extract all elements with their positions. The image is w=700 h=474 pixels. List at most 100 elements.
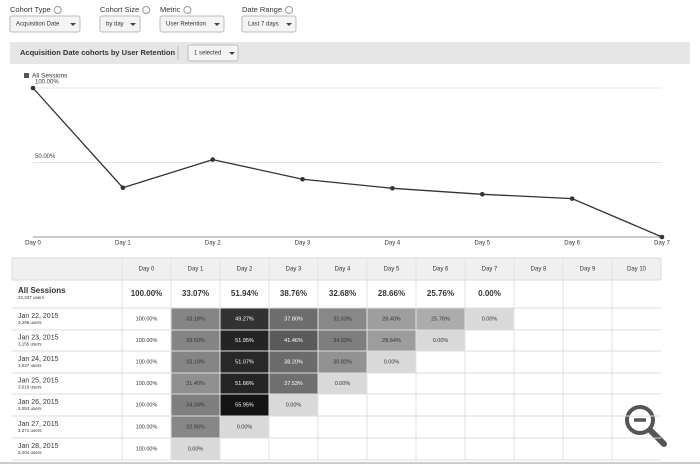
cell-shade [269,351,318,373]
help-icon[interactable] [285,6,294,14]
cell-value: 33.18% [186,316,205,322]
cell-value: 51.95% [235,338,254,344]
zoom-lens [625,405,655,435]
cell-shade [318,330,367,351]
cell-value: 0.00% [286,402,302,408]
row-users: 22,237 users [18,295,45,300]
control-label: Cohort Type [10,5,51,14]
x-tick-label: Day 5 [474,241,490,247]
cell-value: 38.20% [284,359,303,365]
column-header: Day 4 [335,267,351,273]
control-dropdown[interactable] [99,15,141,33]
cell-value: 30.82% [333,359,352,365]
cell-value: 0.00% [335,381,351,387]
series-selector[interactable] [187,44,239,62]
help-icon[interactable] [142,6,151,14]
cell-value: 38.76% [280,289,307,298]
x-tick-label: Day 1 [115,241,131,247]
panel-title: Acquisition Date cohorts by User Retenti… [20,48,175,57]
cell-shade [171,438,220,460]
dropdown-arrow [130,23,136,26]
control-value: Acquisition Date [16,22,60,28]
cell-shade [465,308,514,330]
help-icon[interactable] [53,6,62,14]
control-label: Date Range [242,5,282,14]
table-header [11,257,662,281]
point [390,186,395,191]
x-tick-label: Day 4 [385,241,401,247]
cell-shade [220,308,269,330]
column-header: Day 7 [482,267,498,273]
zoom-icon[interactable] [625,405,667,447]
cell-shade [220,416,269,438]
cell-shade [367,330,416,351]
control-dropdown[interactable] [241,15,297,33]
control-dropdown[interactable] [159,15,225,33]
point [569,196,575,201]
cell-shade [318,308,367,330]
dropdown-arrow [229,52,235,55]
cell-value: 100.00% [136,338,158,344]
cell-value: 0.00% [433,338,449,344]
y-tick-label: 100.00% [35,80,59,86]
cell-value: 0.00% [478,289,501,298]
cell-shade [171,416,220,438]
cell-value: 37.53% [284,381,303,387]
cell-value: 34.52% [333,338,352,344]
row-label: Jan 23, 2015 [18,334,59,341]
cell-value: 0.00% [384,359,400,365]
point [659,234,665,240]
cell-value: 33.07% [182,289,209,298]
cell-value: 28.66% [378,289,405,298]
zoom-handle [647,427,667,447]
row-label: Jan 24, 2015 [18,356,59,363]
control-label: Cohort Size [100,5,139,14]
cell-shade [269,330,318,351]
row-users: 3,053 users [18,406,42,411]
row-users: 3,404 users [18,450,42,455]
control-value: by day [106,22,124,28]
legend-label: All Sessions [32,73,68,80]
row-label: All Sessions [18,286,66,295]
control-dropdown[interactable] [9,15,81,33]
cell-value: 28.64% [382,338,401,344]
x-tick-label: Day 0 [25,241,41,247]
cell-value: 0.00% [188,446,204,452]
cell-value: 100.00% [131,289,163,298]
cell-value: 32.68% [329,289,356,298]
cell-shade [171,373,220,394]
cell-value: 100.00% [136,359,158,365]
series-selector-text: 1 selected [194,51,221,57]
cell-value: 33.50% [186,338,205,344]
cell-value: 31.40% [186,381,205,387]
control-value: Last 7 days [248,22,279,28]
x-tick-label: Day 2 [205,241,221,247]
column-header: Day 8 [531,267,547,273]
cell-value: 25.76% [427,289,454,298]
cell-shade [367,351,416,373]
row-users: 3,155 users [18,342,42,347]
cell-shade [367,308,416,330]
row-users: 3,037 users [18,363,42,368]
cell-value: 33.19% [186,359,205,365]
cell-value: 25.76% [431,316,450,322]
cell-value: 28.40% [382,316,401,322]
cell-value: 51.94% [231,289,258,298]
cell-shade [416,330,465,351]
cell-value: 100.00% [136,446,158,452]
control-label: Metric [160,5,181,14]
help-icon[interactable] [183,6,192,14]
cell-value: 100.00% [136,316,158,322]
cell-shade [171,394,220,416]
cell-value: 32.63% [333,316,352,322]
cell-shade [269,394,318,416]
cell-shade [269,373,318,394]
row-users: 3,016 users [18,385,42,390]
cell-value: 41.46% [284,338,303,344]
row-label: Jan 27, 2015 [18,421,59,428]
line [32,87,663,238]
cell-shade [171,351,220,373]
legend-swatch [24,73,29,78]
cell-shade [416,308,465,330]
